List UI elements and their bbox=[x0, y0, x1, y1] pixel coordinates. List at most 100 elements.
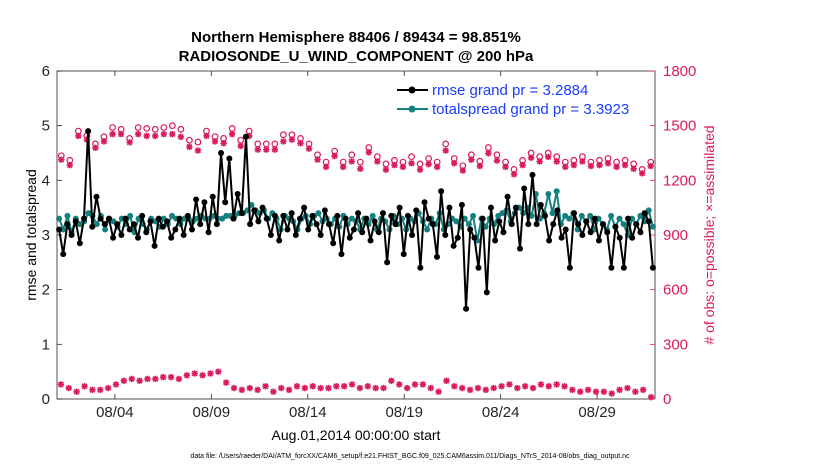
obs-assimilated-point bbox=[339, 163, 347, 171]
rmse-point bbox=[238, 210, 245, 217]
obs-assimilated-point bbox=[314, 156, 321, 163]
obs-low-point-stroke bbox=[128, 375, 135, 382]
y-right-tick-label: 600 bbox=[663, 282, 688, 299]
rmse-point bbox=[284, 226, 291, 233]
chart-title-line1: Northern Hemisphere 88406 / 89434 = 98.8… bbox=[191, 29, 521, 46]
rmse-point bbox=[608, 264, 615, 271]
obs-assimilated-point-stroke bbox=[348, 158, 355, 165]
obs-low-point-stroke bbox=[467, 386, 474, 393]
obs-assimilated-point-stroke bbox=[92, 144, 99, 151]
obs-low-point bbox=[175, 375, 183, 383]
totalspread-point bbox=[549, 210, 556, 217]
obs-low-point bbox=[73, 388, 80, 395]
rmse-point bbox=[517, 245, 524, 252]
obs-low-point bbox=[647, 393, 655, 401]
obs-low-point bbox=[160, 373, 167, 381]
obs-assimilated-point-stroke bbox=[169, 131, 176, 138]
obs-assimilated-point bbox=[374, 158, 381, 165]
y-left-tick-label: 5 bbox=[42, 118, 50, 135]
rmse-point bbox=[612, 223, 619, 230]
rmse-point bbox=[562, 226, 569, 233]
obs-low-point bbox=[152, 375, 159, 383]
obs-assimilated-point bbox=[596, 161, 603, 169]
x-tick-label: 08/14 bbox=[289, 404, 327, 421]
obs-low-point bbox=[616, 386, 623, 394]
rmse-point bbox=[76, 240, 83, 247]
obs-low-point-stroke bbox=[498, 383, 505, 390]
obs-assimilated-point-stroke bbox=[135, 131, 142, 138]
legend-spread-label: totalspread grand pr = 3.3923 bbox=[432, 101, 629, 118]
totalspread-point bbox=[528, 212, 535, 219]
y-axis-left: 0 1 2 3 4 5 6 bbox=[42, 63, 62, 408]
totalspread-point bbox=[465, 221, 472, 228]
obs-assimilated-point-stroke bbox=[570, 162, 577, 169]
obs-low-point bbox=[309, 383, 316, 390]
obs-low-point-stroke bbox=[73, 388, 80, 395]
obs-low-point-stroke bbox=[632, 388, 639, 395]
obs-low-point bbox=[81, 383, 88, 390]
rmse-point bbox=[637, 229, 644, 236]
rmse-point bbox=[247, 221, 254, 228]
obs-assimilated-point-stroke bbox=[647, 163, 654, 169]
rmse-point bbox=[521, 185, 528, 192]
obs-assimilated-point bbox=[169, 130, 176, 138]
obs-assimilated-point-stroke bbox=[579, 158, 586, 165]
obs-low-point-stroke bbox=[380, 385, 387, 392]
obs-possible-point bbox=[109, 124, 116, 131]
obs-low-point-stroke bbox=[553, 381, 560, 388]
obs-low-point-stroke bbox=[435, 388, 442, 395]
totalspread-point bbox=[587, 212, 594, 219]
totalspread-point bbox=[566, 215, 573, 222]
rmse-point bbox=[350, 226, 357, 233]
obs-low-point-stroke bbox=[459, 385, 466, 392]
rmse-point bbox=[438, 188, 445, 195]
rmse-point bbox=[122, 215, 129, 222]
rmse-point bbox=[321, 207, 328, 214]
obs-low-point-stroke bbox=[356, 385, 363, 392]
rmse-point bbox=[338, 251, 345, 258]
obs-low-point bbox=[561, 383, 568, 390]
obs-assimilated-point bbox=[109, 130, 116, 138]
legend-rmse-marker bbox=[408, 86, 416, 94]
legend-box bbox=[393, 78, 645, 120]
rmse-point bbox=[263, 215, 270, 222]
rmse-point bbox=[276, 237, 283, 244]
rmse-point bbox=[130, 221, 137, 228]
obs-assimilated-point bbox=[476, 162, 484, 170]
obs-low-point-stroke bbox=[183, 372, 190, 379]
obs-assimilated-point bbox=[485, 150, 492, 157]
obs-assimilated-point bbox=[519, 161, 526, 169]
obs-assimilated-point-stroke bbox=[212, 138, 219, 145]
obs-low-point-stroke bbox=[160, 374, 167, 381]
totalspread-point bbox=[424, 226, 431, 233]
rmse-point bbox=[508, 221, 515, 228]
obs-assimilated-point-stroke bbox=[152, 132, 159, 139]
rmse-point bbox=[342, 215, 349, 222]
totalspread-point bbox=[223, 212, 230, 219]
obs-possible-point bbox=[279, 131, 287, 139]
legend: rmse grand pr = 3.2884 totalspread grand… bbox=[393, 78, 645, 120]
obs-low-point-stroke bbox=[278, 385, 285, 392]
obs-assimilated-point bbox=[254, 146, 261, 153]
obs-possible-point bbox=[348, 151, 356, 159]
obs-low-point-stroke bbox=[120, 377, 127, 384]
rmse-point bbox=[80, 215, 87, 222]
obs-assimilated-point bbox=[322, 163, 330, 171]
rmse-point bbox=[458, 201, 465, 208]
obs-assimilated-point bbox=[502, 163, 509, 171]
rmse-point bbox=[463, 305, 470, 312]
obs-low-point bbox=[128, 375, 135, 383]
obs-assimilated-point bbox=[75, 132, 82, 140]
obs-low-point-stroke bbox=[419, 381, 426, 388]
obs-low-point bbox=[293, 383, 301, 390]
obs-low-point-stroke bbox=[215, 368, 222, 375]
obs-assimilated-point bbox=[177, 133, 185, 141]
obs-low-point-stroke bbox=[97, 386, 104, 393]
y-right-tick-label: 1800 bbox=[663, 63, 696, 80]
obs-assimilated-point bbox=[331, 152, 338, 160]
obs-low-point-stroke bbox=[443, 377, 450, 384]
rmse-point bbox=[363, 215, 370, 222]
rmse-point bbox=[213, 221, 220, 228]
rmse-point bbox=[93, 193, 100, 200]
